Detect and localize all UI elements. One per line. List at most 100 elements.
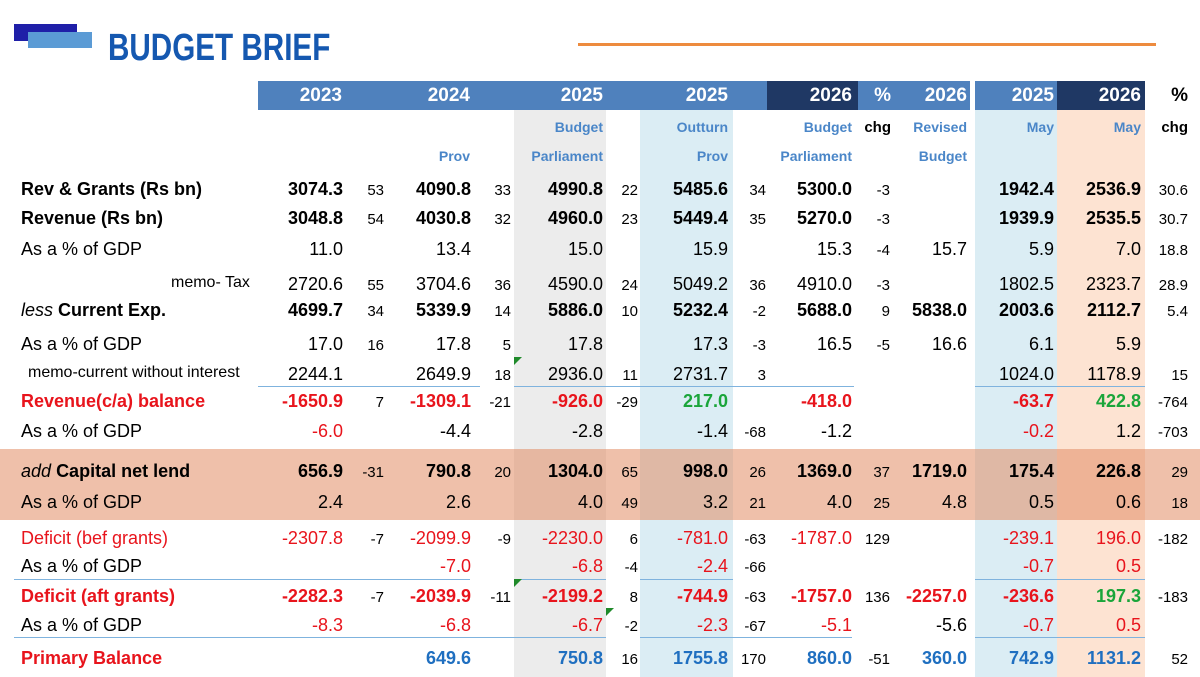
- table-cell: -2199.2: [541, 586, 603, 606]
- table-cell: -2.4: [696, 556, 728, 576]
- table-cell: 1942.4: [998, 179, 1054, 199]
- table-cell: 11: [622, 367, 638, 384]
- table-cell: 5838.0: [911, 300, 967, 320]
- table-cell: 226.8: [1095, 461, 1141, 481]
- table-cell: 2536.9: [1085, 179, 1141, 199]
- header-bar-may26: [1057, 81, 1145, 110]
- row-label: As a % of GDP: [21, 334, 142, 355]
- header-bar-main: [258, 81, 767, 110]
- table-cell: -744.9: [676, 586, 728, 606]
- table-cell: 35: [749, 211, 766, 228]
- table-cell: -2: [624, 618, 638, 635]
- table-cell: 13.4: [435, 239, 471, 259]
- table-cell: 6.1: [1028, 334, 1054, 354]
- table-cell: 54: [367, 211, 384, 228]
- table-cell: 15.9: [692, 239, 728, 259]
- table-cell: 3704.6: [415, 274, 471, 294]
- table-cell: -1.4: [696, 421, 728, 441]
- table-cell: 52: [1171, 651, 1188, 668]
- table-cell: 4990.8: [547, 179, 603, 199]
- table-cell: 2.6: [445, 492, 471, 512]
- table-cell: -7.0: [439, 556, 471, 576]
- shade-col-2025-may: [975, 110, 1057, 677]
- table-cell: 16.5: [816, 334, 852, 354]
- table-cell: 65: [621, 464, 638, 481]
- table-cell: 0.5: [1115, 556, 1141, 576]
- table-cell: -1309.1: [409, 391, 471, 411]
- table-cell: 16.6: [931, 334, 967, 354]
- table-cell: -63: [744, 531, 766, 548]
- table-cell: 5688.0: [796, 300, 852, 320]
- table-cell: 5232.4: [672, 300, 728, 320]
- table-cell: -0.7: [1022, 556, 1054, 576]
- row-divider: [640, 637, 852, 638]
- row-label: Primary Balance: [21, 648, 162, 669]
- table-cell: 34: [749, 182, 766, 199]
- row-label-text: As a % of GDP: [21, 492, 143, 512]
- row-label-text: As a % of GDP: [21, 556, 143, 576]
- row-label: As a % of GDP: [21, 492, 142, 513]
- header-subtitle: Prov: [438, 148, 470, 164]
- table-cell: 1304.0: [547, 461, 603, 481]
- table-cell: 17.8: [567, 334, 603, 354]
- row-divider: [514, 386, 854, 387]
- table-cell: 24: [621, 277, 638, 294]
- header-subtitle: Budget: [918, 148, 967, 164]
- table-cell: 422.8: [1095, 391, 1141, 411]
- header-subtitle: chg: [864, 119, 891, 136]
- table-cell: 5.9: [1115, 334, 1141, 354]
- table-cell: -0.2: [1022, 421, 1054, 441]
- table-cell: 3074.3: [287, 179, 343, 199]
- header-subtitle: Budget: [554, 119, 603, 135]
- header-bar-2026: [767, 81, 858, 110]
- table-cell: -418.0: [800, 391, 852, 411]
- table-cell: 4030.8: [415, 208, 471, 228]
- row-label: add Capital net lend: [21, 461, 190, 482]
- row-label: less Current Exp.: [21, 300, 166, 321]
- table-cell: -2039.9: [409, 586, 471, 606]
- header-subtitle: Parliament: [780, 148, 852, 164]
- table-cell: 15.7: [931, 239, 967, 259]
- table-cell: -182: [1157, 531, 1188, 548]
- row-label-text: Current Exp.: [58, 300, 167, 320]
- table-cell: 136: [864, 589, 890, 606]
- table-cell: 656.9: [297, 461, 343, 481]
- table-cell: -1.2: [820, 421, 852, 441]
- header-subtitle: Outturn: [676, 119, 728, 135]
- table-cell: -0.7: [1022, 615, 1054, 635]
- table-cell: -6.0: [311, 421, 343, 441]
- table-cell: -1757.0: [790, 586, 852, 606]
- table-cell: -4: [624, 559, 638, 576]
- row-label-prefix: less: [21, 300, 54, 320]
- table-cell: 2323.7: [1085, 274, 1141, 294]
- row-label-text: Primary Balance: [21, 648, 163, 668]
- table-cell: 32: [494, 211, 511, 228]
- row-divider: [975, 579, 1145, 580]
- table-cell: 1024.0: [998, 364, 1054, 384]
- table-cell: -3: [876, 211, 890, 228]
- table-cell: -7: [370, 531, 384, 548]
- table-cell: 18: [494, 367, 511, 384]
- table-cell: 5485.6: [672, 179, 728, 199]
- table-cell: 17.8: [435, 334, 471, 354]
- table-cell: 10: [621, 303, 638, 320]
- table-cell: 7.0: [1115, 239, 1141, 259]
- table-cell: 15.0: [567, 239, 603, 259]
- table-cell: 998.0: [682, 461, 728, 481]
- row-label-text: Capital net lend: [56, 461, 191, 481]
- header-subtitle: Budget: [803, 119, 852, 135]
- title-accent-light: [28, 32, 92, 48]
- table-cell: -9: [497, 531, 511, 548]
- table-cell: 5.9: [1028, 239, 1054, 259]
- table-cell: 4.0: [826, 492, 852, 512]
- table-cell: 4590.0: [547, 274, 603, 294]
- table-cell: 4090.8: [415, 179, 471, 199]
- page-title: BUDGET BRIEF: [108, 27, 331, 69]
- table-cell: -2230.0: [541, 528, 603, 548]
- shade-col-2025-budget: [514, 110, 606, 677]
- row-divider: [640, 579, 733, 580]
- table-cell: 2.4: [317, 492, 343, 512]
- table-cell: 28.9: [1158, 277, 1188, 294]
- header-year: 2025: [685, 85, 728, 106]
- table-cell: 2731.7: [672, 364, 728, 384]
